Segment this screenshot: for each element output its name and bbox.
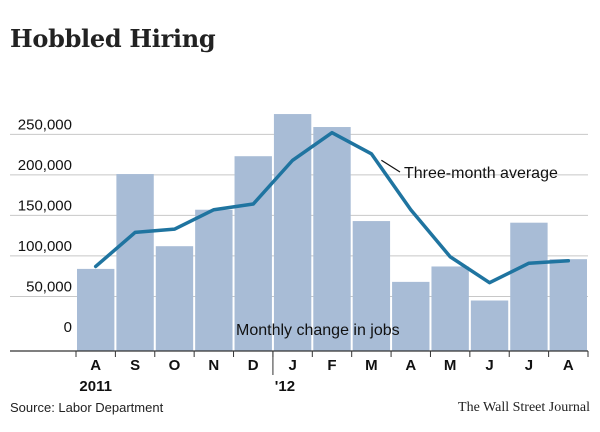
x-tick-label: F	[327, 357, 336, 374]
year-label: 2011	[79, 378, 112, 395]
source-note: Source: Labor Department	[10, 400, 164, 415]
x-tick-label: N	[208, 357, 219, 374]
bar	[77, 268, 115, 351]
bar	[116, 174, 154, 351]
x-tick-label: A	[405, 357, 416, 374]
bar	[313, 127, 351, 352]
x-tick-label: A	[563, 357, 574, 374]
bar	[549, 259, 587, 351]
y-tick-label: 250,000	[18, 116, 72, 133]
series-line-three-month-average	[93, 130, 571, 285]
x-tick-label: D	[248, 357, 259, 374]
x-tick-label: O	[169, 357, 181, 374]
bar	[431, 266, 469, 351]
x-tick-label: M	[444, 357, 457, 374]
y-tick-label: 100,000	[18, 238, 72, 255]
x-tick-label: J	[525, 357, 533, 374]
year-label: '12	[275, 378, 295, 395]
bar	[352, 221, 391, 351]
y-tick-label: 200,000	[18, 157, 72, 174]
y-tick-label: 0	[64, 319, 72, 336]
publisher-credit: The Wall Street Journal	[458, 400, 590, 415]
labels: 0 50,000 100,000 150,000 200,000 250,000 A S O N D…	[18, 116, 574, 395]
x-tick-label: J	[485, 357, 493, 374]
chart-title: Hobbled Hiring	[10, 24, 216, 53]
bar	[510, 222, 548, 351]
bar	[155, 246, 194, 351]
x-tick-label: M	[365, 357, 378, 374]
bar	[392, 281, 430, 351]
series-label-three-month-average: Three-month average	[404, 165, 558, 182]
bar	[195, 209, 233, 351]
x-tick-label: A	[90, 357, 101, 374]
annotation-leader	[381, 159, 401, 173]
y-tick-label: 50,000	[26, 278, 72, 295]
average-line	[93, 130, 571, 285]
bars	[77, 114, 587, 352]
x-tick-label: S	[130, 357, 140, 374]
x-tick-label: J	[288, 357, 296, 374]
y-tick-label: 150,000	[18, 197, 72, 214]
bar	[470, 300, 509, 351]
x-axis	[10, 350, 589, 375]
series-label-monthly-change: Monthly change in jobs	[236, 322, 400, 339]
